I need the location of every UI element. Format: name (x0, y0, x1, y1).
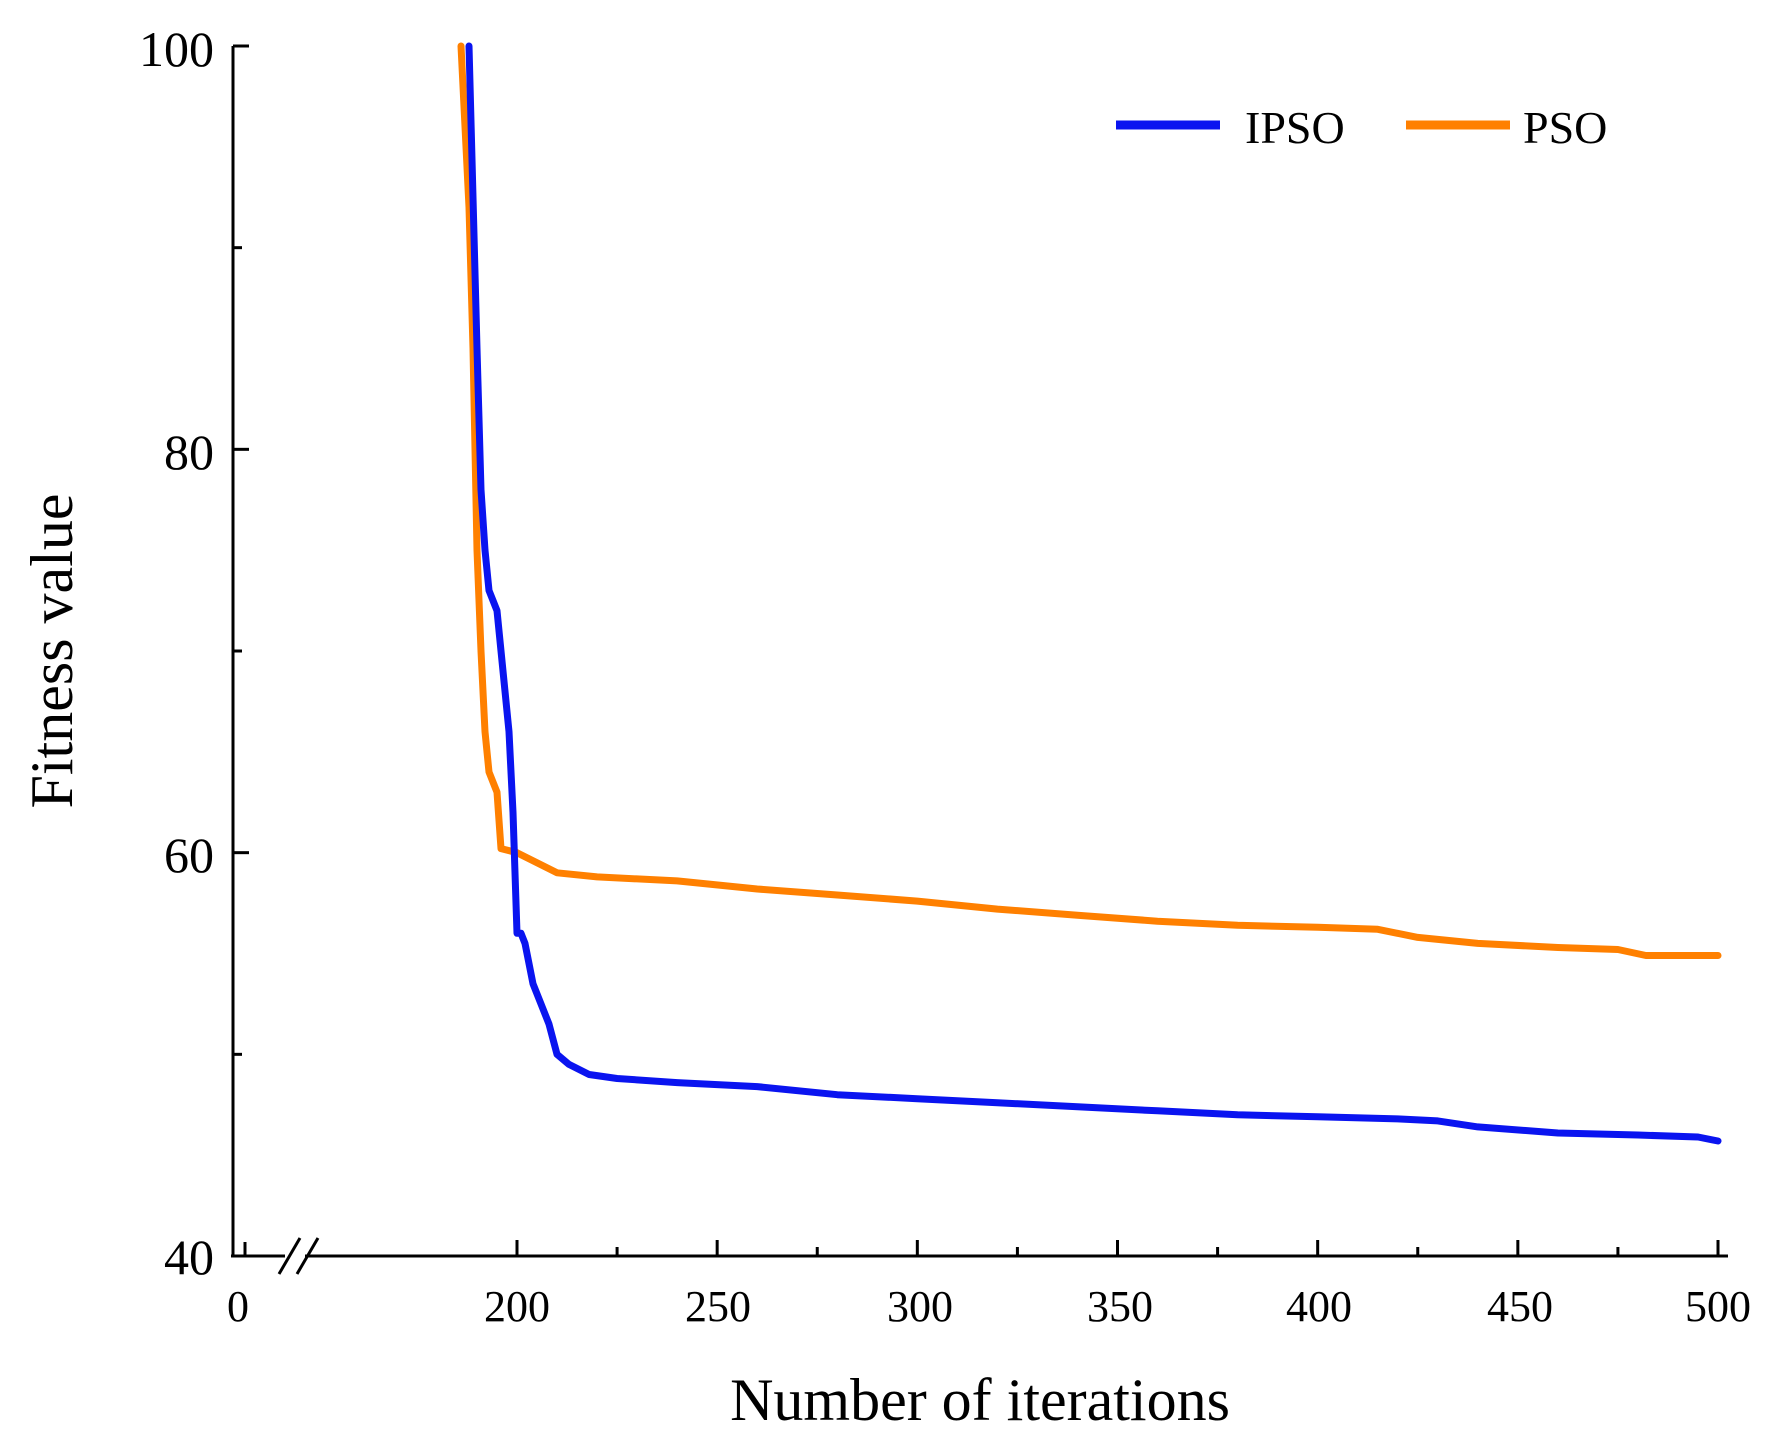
x-tick-label-350: 350 (1087, 1282, 1153, 1331)
x-tick-label-300: 300 (887, 1282, 953, 1331)
axis-break-mark-1 (277, 1237, 302, 1275)
series-line-pso (457, 42, 1722, 959)
x-tick-label-450: 450 (1487, 1282, 1553, 1331)
legend: IPSO PSO (1116, 102, 1607, 153)
axis-break-mark-2 (295, 1237, 320, 1275)
x-axis-label: Number of iterations (730, 1367, 1230, 1433)
series-layer (457, 42, 1722, 1145)
x-tick-label-500: 500 (1685, 1282, 1751, 1331)
legend-label-ipso: IPSO (1245, 102, 1345, 153)
y-tick-label-80: 80 (164, 424, 214, 480)
series-line-ipso (465, 42, 1722, 1145)
legend-label-pso: PSO (1523, 102, 1607, 153)
y-axis-label: Fitness value (19, 494, 85, 809)
y-tick-label-40: 40 (164, 1229, 214, 1285)
x-tick-label-250: 250 (685, 1282, 751, 1331)
y-ticks (233, 44, 249, 1258)
y-tick-label-60: 60 (164, 827, 214, 883)
x-tick-label-0: 0 (227, 1282, 249, 1331)
x-tick-label-200: 200 (484, 1282, 550, 1331)
x-tick-label-400: 400 (1286, 1282, 1352, 1331)
x-ticks (515, 1240, 1720, 1256)
y-tick-label-100: 100 (139, 21, 214, 77)
